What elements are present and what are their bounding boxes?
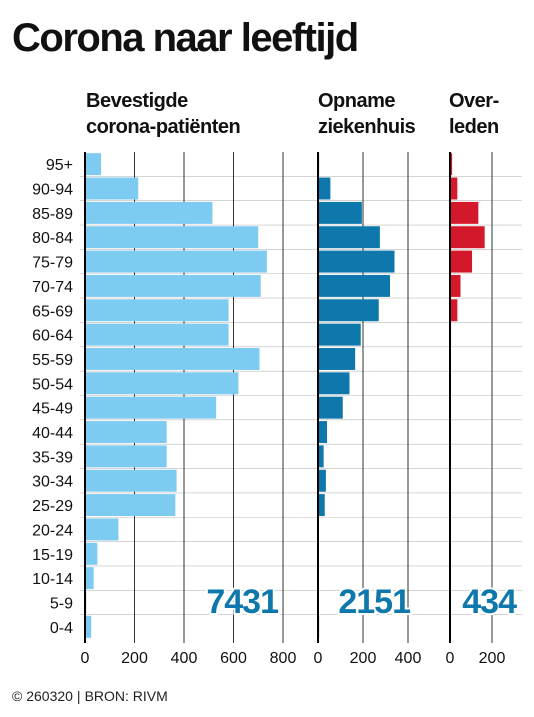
opname-bar [318,348,356,370]
bevestigd-total-label: 7431 [206,583,278,621]
bevestigd-bar [85,226,259,249]
bevestigd-bar [85,372,239,395]
overleden-bar [450,177,458,200]
opname-bar [318,274,390,297]
age-category-label: 40-44 [32,425,73,442]
opname-bar [318,250,395,273]
bevestigd-tick-label: 400 [171,650,198,667]
bevestigd-bar [85,421,167,443]
opname-total-label: 2151 [338,583,410,621]
age-category-label: 0-4 [50,620,73,637]
panel-title-bevestigd-line1: Bevestigde [86,90,188,112]
opname-bar [318,226,380,249]
bevestigd-bar [85,274,261,297]
opname-tick-label: 200 [350,650,377,667]
overleden-bar [450,226,485,249]
age-category-label: 85-89 [32,206,73,223]
opname-bar [318,323,361,346]
overleden-bar [450,250,473,273]
footer-separator: | [76,688,81,704]
age-category-label: 25-29 [32,498,73,515]
age-category-label: 75-79 [32,255,73,272]
bevestigd-bar [85,615,92,638]
opname-tick-label: 400 [395,650,422,667]
age-category-label: 80-84 [32,230,73,247]
age-category-label: 65-69 [32,303,73,320]
opname-bar [318,299,379,322]
overleden-bar [450,201,479,224]
age-category-label: 10-14 [32,571,73,588]
bevestigd-tick-label: 600 [220,650,247,667]
panel-title-bevestigd: Bevestigde corona-patiënten [86,88,241,140]
opname-bar [318,469,326,492]
opname-bar [318,494,325,517]
bevestigd-tick-label: 200 [121,650,148,667]
bevestigd-bar [85,153,102,176]
panel-title-opname-line1: Opname [318,90,396,112]
age-category-label: 95+ [46,157,73,174]
bevestigd-bar [85,469,177,492]
chart-title: Corona naar leeftijd [12,16,359,60]
age-category-label: 50-54 [32,376,73,393]
bevestigd-bar [85,396,217,419]
bevestigd-bar [85,518,119,541]
age-category-label: 90-94 [32,182,73,199]
age-category-label: 60-64 [32,328,73,345]
copyright-text: © 260320 [12,688,73,704]
overleden-bar [450,274,461,297]
age-category-label: 55-59 [32,352,73,369]
age-category-label: 30-34 [32,474,73,491]
age-category-label: 15-19 [32,547,73,564]
bevestigd-bar [85,201,213,224]
footer: © 260320 | BRON: RIVM [12,688,168,704]
opname-bar [318,372,350,395]
bevestigd-bar [85,177,139,200]
panel-title-overleden: Over- leden [449,88,499,140]
age-category-label: 5-9 [50,595,73,612]
opname-bar [318,445,324,468]
opname-bar [318,421,327,443]
bevestigd-bar [85,542,98,565]
panel-title-opname: Opname ziekenhuis [318,88,416,140]
opname-bar [318,396,343,419]
opname-bar [318,201,362,224]
bevestigd-bar [85,445,167,468]
bevestigd-tick-label: 800 [270,650,297,667]
panel-title-bevestigd-line2: corona-patiënten [86,116,241,138]
overleden-bar [450,153,453,176]
overleden-tick-label: 0 [446,650,455,667]
panel-title-overleden-line1: Over- [449,90,499,112]
bevestigd-tick-label: 0 [81,650,90,667]
bevestigd-bar [85,299,229,322]
age-category-label: 45-49 [32,401,73,418]
bevestigd-bar [85,250,267,273]
age-category-label: 35-39 [32,449,73,466]
opname-bar [318,177,331,200]
age-category-label: 20-24 [32,522,73,539]
age-category-label: 70-74 [32,279,73,296]
overleden-total-label: 434 [462,583,517,621]
source-text: BRON: RIVM [84,688,168,704]
overleden-tick-label: 200 [479,650,506,667]
panel-title-overleden-line2: leden [449,116,499,138]
panel-title-opname-line2: ziekenhuis [318,116,416,138]
bevestigd-bar [85,567,94,590]
bevestigd-bar [85,323,229,346]
bevestigd-bar [85,494,176,517]
overleden-bar [450,299,458,322]
opname-tick-label: 0 [314,650,323,667]
bevestigd-bar [85,348,260,370]
